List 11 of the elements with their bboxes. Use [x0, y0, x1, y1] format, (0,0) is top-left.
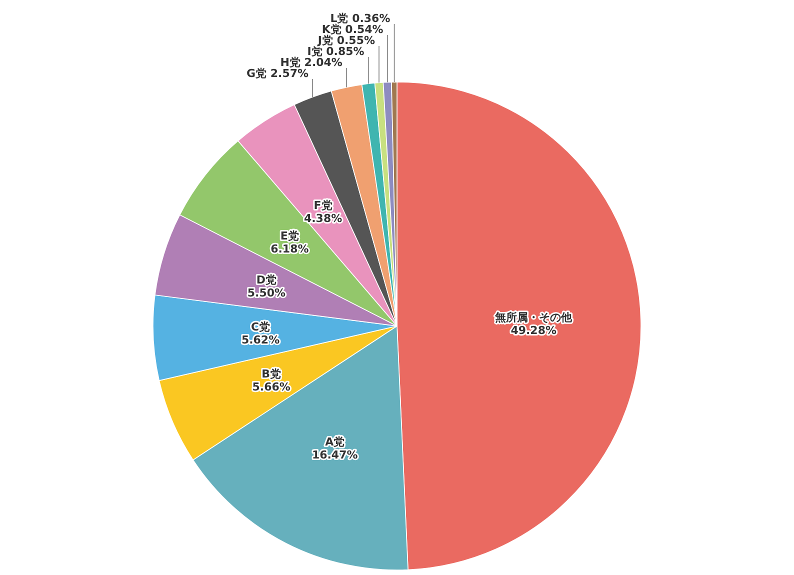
data-label: 0.85%: [326, 45, 364, 58]
slice-label: K党: [322, 23, 342, 36]
slice-label: J党: [316, 34, 333, 47]
data-label: 2.57%: [270, 67, 309, 80]
data-label: 0.55%: [336, 34, 375, 47]
slice-label: H党: [280, 56, 300, 69]
data-label: 0.54%: [345, 23, 384, 36]
slice-label: G党: [246, 67, 267, 80]
data-label: 0.36%: [352, 12, 390, 25]
slice-label: L党: [330, 12, 348, 25]
data-label: 2.04%: [304, 56, 342, 69]
